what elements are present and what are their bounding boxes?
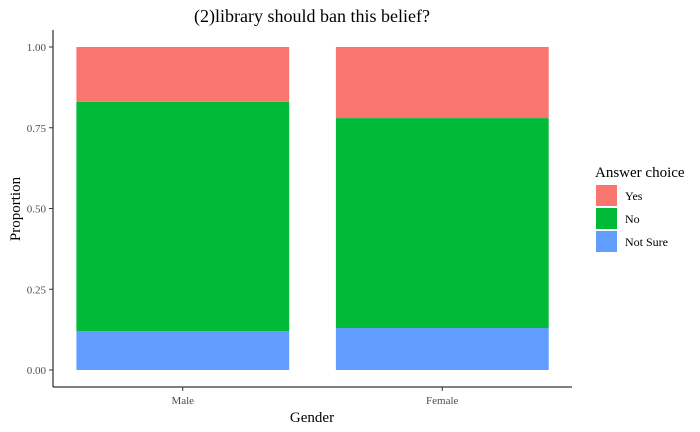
y-axis-ticks: 0.00 0.25 0.50 0.75 1.00 [27,42,53,377]
bar-segment-male-yes [76,47,290,102]
y-tick-label: 0.25 [27,284,47,296]
bar-segment-male-no [76,101,290,332]
legend-title: Answer choice [595,165,685,181]
legend: Answer choice Yes No Not Sure [595,165,685,252]
legend-label-yes: Yes [625,189,643,203]
x-tick-label: Female [426,395,458,407]
chart-title: (2)library should ban this belief? [194,6,430,27]
bar-segment-female-not-sure [335,328,549,370]
y-axis-label: Proportion [8,176,24,241]
bar-segment-female-yes [335,47,549,119]
legend-swatch-not-sure [596,231,617,252]
legend-swatch-yes [596,185,617,206]
x-tick-label: Male [171,395,194,407]
bar-segment-female-no [335,118,549,328]
y-tick-label: 0.75 [27,123,47,135]
y-tick-label: 1.00 [27,42,47,54]
legend-label-not-sure: Not Sure [625,235,668,249]
y-tick-label: 0.50 [27,204,47,216]
x-axis-label: Gender [290,410,334,426]
legend-label-no: No [625,212,640,226]
y-tick-label: 0.00 [27,365,47,377]
bar-segment-male-not-sure [76,331,290,370]
legend-swatch-no [596,208,617,229]
plot-area [76,47,549,370]
x-axis-ticks: Male Female [171,387,459,407]
